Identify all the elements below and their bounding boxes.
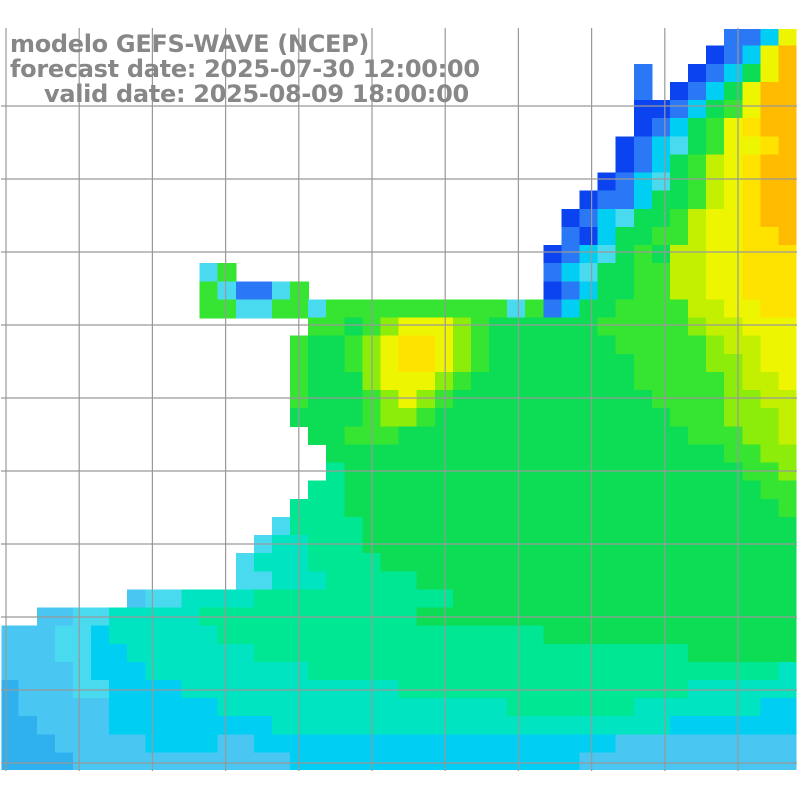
forecast-date-label: forecast date: 2025-07-30 12:00:00 bbox=[10, 55, 480, 83]
graticule bbox=[1, 28, 797, 771]
model-title: modelo GEFS-WAVE (NCEP) bbox=[10, 30, 370, 58]
valid-date-label: valid date: 2025-08-09 18:00:00 bbox=[44, 80, 469, 108]
wave-height-cells bbox=[1, 29, 797, 770]
